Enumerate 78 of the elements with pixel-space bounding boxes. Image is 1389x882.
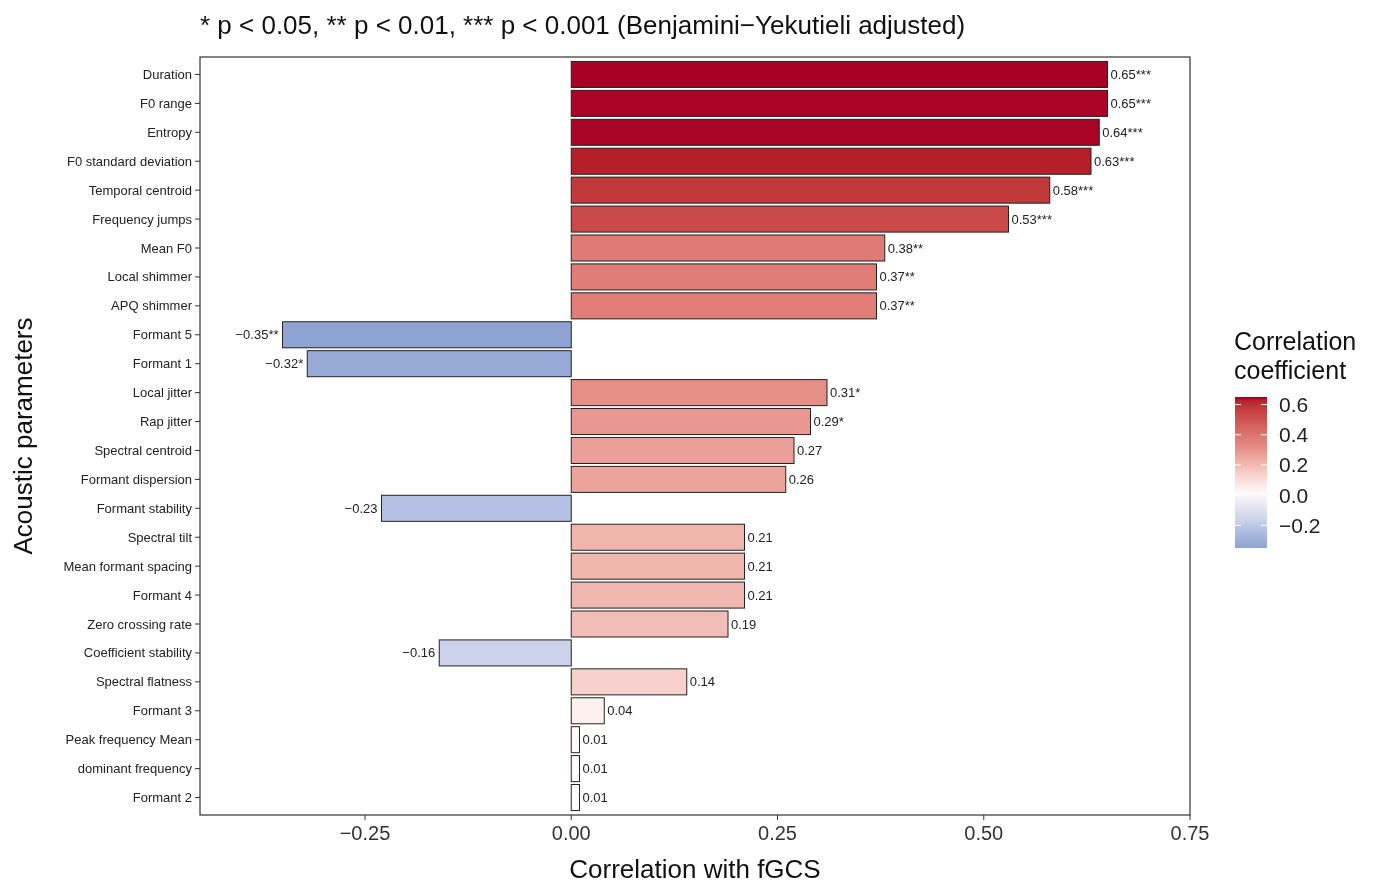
data-label: 0.19 — [731, 616, 757, 632]
bar — [570, 726, 580, 754]
y-tick-label: Spectral flatness — [95, 674, 193, 690]
bar — [570, 379, 828, 407]
chart-title: * p < 0.05, ** p < 0.01, *** p < 0.001 (Benjamini−Yekutieli adjusted) — [200, 10, 966, 40]
data-label: 0.21 — [747, 587, 773, 603]
bar — [306, 350, 572, 378]
y-tick-label: F0 standard deviation — [66, 153, 192, 169]
data-label: 0.65*** — [1110, 67, 1151, 83]
bar — [570, 408, 811, 436]
bar — [570, 784, 580, 812]
data-label: −0.16 — [402, 645, 436, 661]
bar — [381, 494, 572, 522]
color-bar-label: 0.0 — [1279, 483, 1309, 507]
bar — [570, 118, 1100, 146]
data-label: 0.01 — [582, 790, 608, 806]
data-label: 0.21 — [747, 558, 773, 574]
bar — [570, 465, 787, 493]
color-bar-label: 0.6 — [1279, 392, 1309, 416]
y-tick-label: Formant dispersion — [80, 471, 192, 487]
data-label: 0.37** — [879, 269, 915, 285]
y-tick-label: Temporal centroid — [88, 182, 192, 198]
y-tick-label: Formant 1 — [132, 356, 192, 372]
data-label: −0.35** — [235, 327, 279, 343]
data-label: −0.23 — [344, 500, 378, 516]
data-label: 0.29* — [813, 414, 844, 430]
bar — [570, 60, 1108, 88]
y-tick-label: Formant 5 — [132, 327, 192, 343]
bar — [570, 755, 580, 783]
y-tick-label: Formant stability — [96, 500, 193, 516]
color-bar-title: Correlation coefficient — [1234, 327, 1357, 384]
y-tick-label: dominant frequency — [77, 761, 193, 777]
y-tick-label: Mean F0 — [140, 240, 192, 256]
y-tick-label: Local jitter — [132, 385, 193, 401]
y-tick-label: Frequency jumps — [92, 211, 193, 227]
data-label: 0.26 — [788, 471, 815, 487]
data-label: 0.04 — [607, 703, 633, 719]
y-tick-label: Mean formant spacing — [63, 558, 192, 574]
y-tick-label: F0 range — [139, 95, 192, 111]
x-axis-title: Correlation with fGCS — [569, 854, 821, 882]
bar — [570, 436, 795, 464]
y-tick-label: Zero crossing rate — [87, 616, 192, 632]
y-tick-label: APQ shimmer — [111, 298, 193, 314]
data-label: 0.65*** — [1110, 95, 1151, 111]
y-tick-label: Formant 2 — [132, 790, 192, 806]
data-label: 0.27 — [797, 443, 823, 459]
y-tick-label: Duration — [142, 67, 192, 83]
data-label: 0.64*** — [1102, 124, 1143, 140]
color-bar-label: 0.2 — [1279, 453, 1309, 477]
color-bar-label: −0.2 — [1279, 513, 1321, 537]
data-label: 0.37** — [879, 298, 915, 314]
x-tick-label: 0.50 — [964, 822, 1004, 844]
data-label: 0.01 — [582, 761, 608, 777]
data-label: 0.38** — [887, 240, 924, 256]
y-tick-label: Spectral centroid — [94, 443, 192, 459]
x-tick-label: −0.25 — [339, 822, 391, 844]
y-axis-title: Acoustic parameters — [8, 317, 38, 555]
data-label: −0.32* — [265, 356, 304, 372]
y-tick-label: Spectral tilt — [127, 529, 193, 545]
y-tick-label: Entropy — [147, 124, 193, 140]
x-tick-label: 0.75 — [1170, 822, 1210, 844]
y-tick-label: Formant 3 — [132, 703, 192, 719]
bar — [570, 89, 1108, 117]
x-tick-label: 0.00 — [551, 822, 591, 844]
y-tick-label: Local shimmer — [107, 269, 193, 285]
y-tick-label: Coefficient stability — [83, 645, 193, 661]
data-label: 0.58*** — [1052, 182, 1094, 198]
data-label: 0.63*** — [1094, 153, 1135, 169]
color-bar-label: 0.4 — [1279, 423, 1309, 447]
y-tick-label: Rap jitter — [139, 414, 193, 430]
data-label: 0.31* — [830, 385, 861, 401]
data-label: 0.14 — [689, 674, 716, 690]
data-label: 0.01 — [582, 732, 608, 748]
y-tick-label: Peak frequency Mean — [65, 732, 192, 748]
data-label: 0.21 — [747, 529, 773, 545]
data-label: 0.53*** — [1011, 211, 1052, 227]
y-tick-label: Formant 4 — [132, 587, 192, 603]
x-tick-label: 0.25 — [758, 822, 797, 844]
